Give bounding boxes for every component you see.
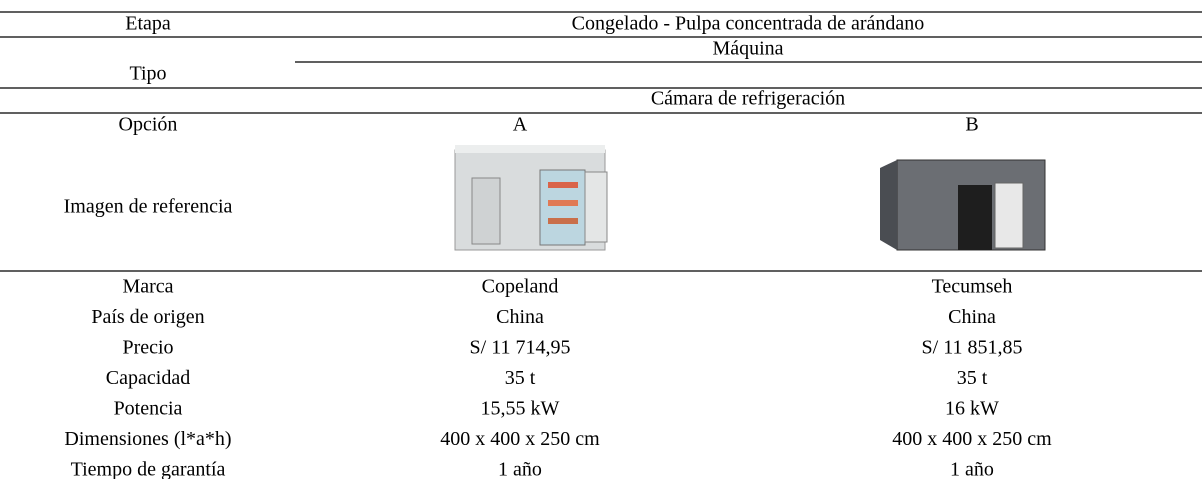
cell: 35 t bbox=[505, 367, 536, 389]
cell: País de origen bbox=[91, 306, 204, 328]
cell: S/ 11 851,85 bbox=[922, 337, 1023, 359]
cell: A bbox=[513, 114, 528, 136]
cell: Copeland bbox=[482, 276, 559, 298]
cell: China bbox=[496, 306, 544, 328]
cell: Tiempo de garantía bbox=[71, 459, 226, 479]
image-b bbox=[880, 159, 1046, 251]
cell: 1 año bbox=[498, 459, 542, 479]
cell: 400 x 400 x 250 cm bbox=[440, 428, 600, 450]
cell: B bbox=[965, 114, 978, 136]
cell: 16 kW bbox=[945, 398, 999, 420]
cell: Marca bbox=[122, 276, 173, 298]
cell: Tecumseh bbox=[932, 276, 1013, 298]
cell: Etapa bbox=[125, 13, 171, 35]
cell: 1 año bbox=[950, 459, 994, 479]
cell: Capacidad bbox=[106, 367, 190, 389]
cell: 15,55 kW bbox=[481, 398, 560, 420]
cell: Imagen de referencia bbox=[64, 196, 233, 218]
cell: Tipo bbox=[129, 63, 166, 85]
cell: Máquina bbox=[712, 38, 783, 60]
image-a bbox=[454, 145, 608, 251]
cell: Precio bbox=[122, 337, 173, 359]
cell: Congelado - Pulpa concentrada de arándan… bbox=[572, 13, 925, 35]
cell: Dimensiones (l*a*h) bbox=[64, 428, 231, 450]
cell: Opción bbox=[119, 114, 178, 136]
cell: 400 x 400 x 250 cm bbox=[892, 428, 1052, 450]
cell: 35 t bbox=[957, 367, 988, 389]
cell: Cámara de refrigeración bbox=[651, 88, 845, 110]
rows: Marca Copeland Tecumseh País de origen China… bbox=[64, 276, 1052, 479]
cell: China bbox=[948, 306, 996, 328]
cell: Potencia bbox=[114, 398, 183, 420]
cell: S/ 11 714,95 bbox=[470, 337, 571, 359]
